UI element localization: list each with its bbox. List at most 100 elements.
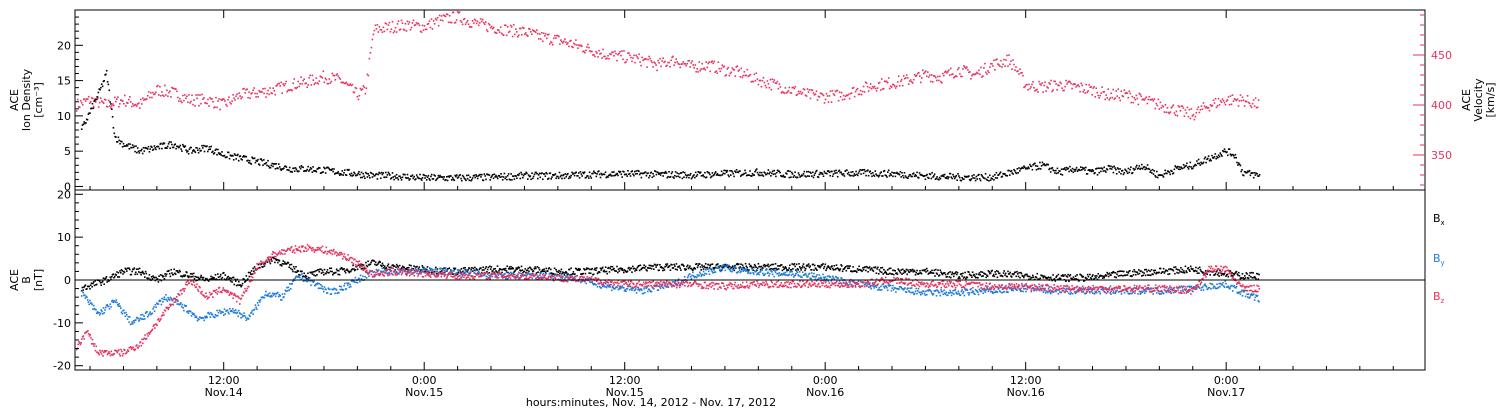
data-point-By [621,285,624,287]
data-point-Bx [665,265,668,267]
data-point-right [617,53,619,56]
data-point-Bx [1095,275,1098,277]
data-point-Bx [1243,277,1245,280]
data-point-Bx [591,267,593,270]
data-point-Bx [1245,272,1248,274]
data-point-right [1061,87,1063,89]
data-point-Bx [1121,270,1124,273]
data-point-Bx [119,270,121,272]
data-point-right [242,88,244,90]
data-point-Bx [912,270,914,273]
data-point-right [399,28,402,31]
data-point-Bx [1173,266,1175,269]
data-point-Bx [512,267,514,270]
data-point-left [527,174,530,176]
data-point-left [1052,169,1054,171]
data-point-left [405,176,407,179]
data-point-Bx [253,266,256,268]
data-point-right [685,64,687,67]
data-point-Bx [1195,270,1198,272]
data-point-right [75,110,78,112]
data-point-right [169,90,171,92]
data-point-By [585,282,587,285]
data-point-Bx [251,273,254,275]
data-point-left [1235,156,1237,159]
data-point-left [1222,150,1224,152]
data-point-left [902,176,905,179]
data-point-left [453,179,456,182]
data-point-left [917,177,920,179]
data-point-right [983,67,985,69]
data-point-left [660,172,663,174]
data-point-left [202,147,204,149]
data-point-right [111,105,113,107]
data-point-By [323,286,326,288]
data-point-right [341,81,344,84]
data-point-By [162,301,164,303]
data-point-Bx [644,267,646,269]
data-point-left [384,176,386,178]
data-point-left [512,175,515,178]
data-point-By [628,285,630,288]
data-point-right [192,103,194,106]
data-point-By [347,284,349,286]
data-point-Bx [195,276,198,278]
data-point-right [918,72,920,74]
data-point-right [219,108,221,111]
data-point-right [1143,99,1146,101]
data-point-left [530,178,532,181]
data-point-left [532,175,535,178]
data-point-right [408,21,411,23]
data-point-left [785,172,787,174]
data-point-right [956,75,958,78]
data-point-right [583,50,585,53]
data-point-By [595,284,597,286]
data-point-By [261,296,263,299]
data-point-right [1173,112,1176,114]
data-point-left [616,172,618,175]
data-point-Bx [793,263,796,265]
data-point-left [409,178,411,180]
data-point-Bx [230,277,233,280]
data-point-By [119,305,121,307]
data-point-By [501,274,503,276]
data-point-right [554,34,556,37]
data-point-left [466,174,468,177]
data-point-left [1055,172,1058,175]
data-point-Bx [1197,267,1199,270]
data-point-Bx [1196,272,1199,274]
data-point-Bx [257,263,260,266]
data-point-right [883,80,886,82]
data-point-left [356,174,359,176]
data-point-left [1028,167,1030,170]
data-point-right [622,58,624,61]
data-point-right [607,55,609,57]
data-point-right [195,94,197,96]
data-point-right [1074,83,1076,85]
data-point-left [337,171,339,173]
data-point-Bx [901,268,904,271]
data-point-right [1015,66,1017,68]
data-point-By [148,312,151,315]
data-point-left [374,174,376,177]
data-point-By [458,269,460,272]
data-point-left [1088,169,1090,171]
data-point-Bx [772,263,775,266]
data-point-left [1030,165,1033,168]
data-point-left [594,172,597,174]
data-point-By [219,310,221,312]
data-point-left [364,171,367,174]
data-point-right [581,45,583,48]
data-point-left [552,174,554,176]
data-point-left [1010,170,1013,172]
data-point-Bx [1258,273,1260,276]
data-point-left [700,175,703,177]
data-point-right [122,100,124,102]
data-point-left [1210,159,1212,162]
data-point-Bx [1223,272,1226,275]
data-point-left [753,174,755,176]
data-point-By [428,270,430,273]
data-point-right [806,88,809,90]
data-point-left [577,175,579,177]
data-point-left [599,176,602,179]
